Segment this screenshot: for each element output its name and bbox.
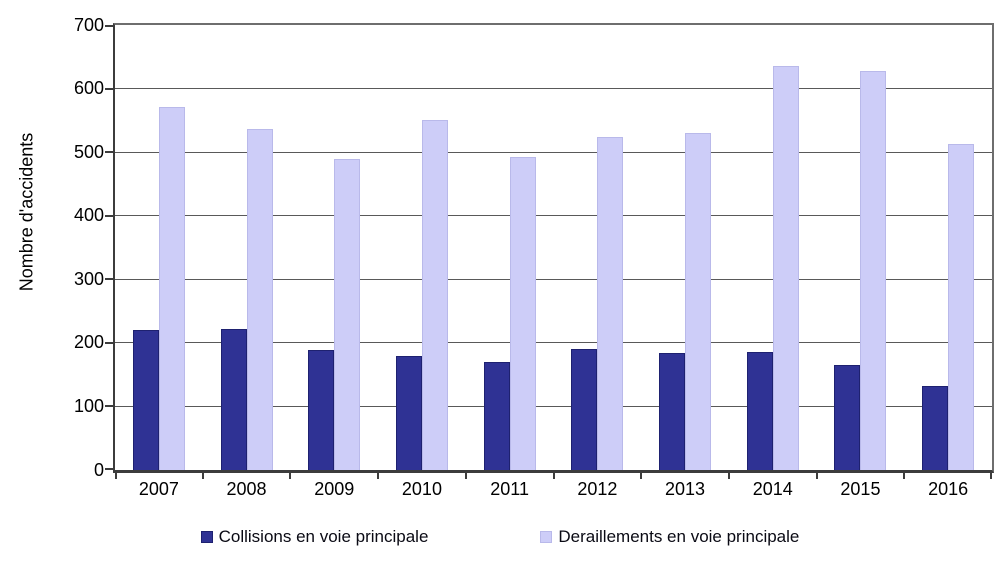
bar-collisions-2010 [395, 356, 422, 470]
legend-swatch-collisions-icon [200, 531, 213, 543]
bar-deraillements-2009 [334, 158, 361, 470]
bar-collisions-2007 [132, 330, 159, 470]
x-axis-label-2007: 2007 [138, 479, 179, 499]
x-axis-tick-5 [552, 470, 555, 479]
bar-deraillements-2011 [509, 156, 536, 470]
x-axis-label-2013: 2013 [665, 479, 706, 499]
x-axis-tick-9 [903, 470, 906, 479]
x-axis-label-2014: 2014 [752, 479, 793, 499]
x-axis-tick-0 [115, 470, 117, 479]
legend-label-collisions: Collisions en voie principale [218, 527, 429, 546]
bar-deraillements-2013 [685, 133, 712, 470]
y-axis-label-400: 400 [73, 205, 104, 226]
bar-collisions-2013 [659, 353, 686, 470]
y-axis-tick-600 [105, 87, 115, 90]
bar-deraillements-2012 [597, 136, 624, 470]
gridline-200 [115, 342, 992, 344]
y-axis-label-500: 500 [73, 141, 104, 162]
y-axis-label-0: 0 [93, 459, 104, 480]
bar-collisions-2011 [483, 361, 510, 470]
x-axis-tick-7 [727, 470, 730, 479]
y-axis-label-100: 100 [73, 395, 104, 416]
bar-collisions-2012 [571, 348, 598, 470]
y-axis-tick-300 [105, 278, 115, 281]
x-axis-tick-4 [464, 470, 467, 479]
gridline-100 [115, 405, 992, 407]
y-axis-label-600: 600 [73, 78, 104, 99]
legend-item-deraillements: Deraillements en voie principale [540, 527, 799, 547]
x-axis-label-2012: 2012 [577, 479, 618, 499]
gridline-300 [115, 278, 992, 280]
x-axis-tick-2 [289, 470, 292, 479]
gridline-500 [115, 151, 992, 153]
y-axis-tick-100 [105, 405, 115, 408]
x-axis-tick-10 [990, 470, 992, 479]
bar-deraillements-2014 [772, 65, 799, 470]
bar-deraillements-2015 [860, 70, 887, 470]
bar-deraillements-2008 [246, 128, 273, 470]
x-axis-label-2009: 2009 [314, 479, 355, 499]
bar-collisions-2008 [220, 328, 247, 470]
bar-deraillements-2007 [158, 107, 185, 470]
legend-label-deraillements: Deraillements en voie principale [558, 527, 800, 546]
y-axis-label-700: 700 [73, 14, 104, 35]
y-axis-title: Nombre d'accidents [16, 132, 37, 292]
x-axis-label-2015: 2015 [840, 479, 881, 499]
x-axis-tick-6 [640, 470, 643, 479]
bar-collisions-2014 [746, 351, 773, 470]
gridline-400 [115, 215, 992, 217]
gridline-600 [115, 88, 992, 90]
x-axis-label-2016: 2016 [928, 479, 969, 499]
y-axis-label-300: 300 [73, 268, 104, 289]
x-axis-label-2008: 2008 [226, 479, 267, 499]
bar-collisions-2015 [834, 365, 861, 470]
legend-swatch-deraillements-icon [540, 531, 553, 543]
y-axis-tick-500 [105, 151, 115, 154]
y-axis-tick-0 [105, 468, 115, 470]
x-axis-tick-8 [815, 470, 818, 479]
y-axis-tick-400 [105, 214, 115, 217]
x-axis-label-2011: 2011 [490, 479, 529, 499]
y-axis-tick-200 [105, 341, 115, 344]
bar-collisions-2009 [308, 350, 335, 470]
bar-deraillements-2016 [948, 143, 975, 470]
legend: Collisions en voie principale Derailleme… [0, 527, 1000, 547]
x-axis-label-2010: 2010 [401, 479, 442, 499]
bar-collisions-2016 [922, 386, 949, 470]
x-axis-tick-3 [377, 470, 380, 479]
x-axis-tick-1 [201, 470, 204, 479]
y-axis-tick-700 [105, 25, 115, 27]
legend-item-collisions: Collisions en voie principale [200, 527, 429, 547]
bar-deraillements-2010 [421, 119, 448, 470]
y-axis-label-200: 200 [73, 332, 104, 353]
plot-area [105, 23, 994, 479]
